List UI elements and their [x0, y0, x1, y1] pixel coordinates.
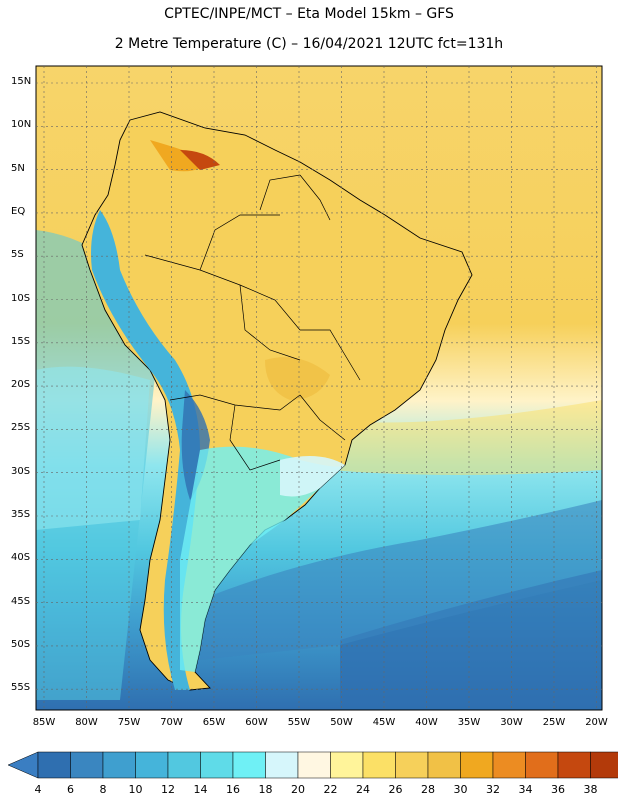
colorbar-swatch	[102, 751, 136, 779]
colorbar-swatch	[330, 751, 364, 779]
colorbar-tick-label: 8	[99, 783, 107, 796]
colorbar-tick-label: 16	[226, 783, 240, 796]
lat-label: 40S	[11, 552, 31, 564]
colorbar-swatch	[297, 751, 331, 779]
colorbar-swatch	[395, 751, 429, 779]
colorbar-tick-label: 18	[258, 783, 273, 796]
lat-label: 5N	[11, 162, 25, 174]
temperature-field	[36, 66, 602, 710]
colorbar-swatch	[167, 751, 201, 779]
lat-label: 10S	[11, 292, 31, 304]
graticule	[36, 66, 602, 710]
colorbar-swatch	[265, 751, 299, 779]
colorbar-swatch	[37, 751, 71, 779]
lon-label: 80W	[75, 717, 98, 728]
colorbar-tick-label: 30	[453, 783, 468, 796]
lat-label: 15S	[11, 335, 31, 347]
lon-label: 60W	[245, 717, 268, 728]
lat-label: 15N	[11, 76, 32, 87]
lat-label: 50S	[11, 638, 31, 650]
colorbar-swatch	[460, 751, 494, 779]
lon-label: 70W	[160, 717, 183, 728]
colorbar-swatch	[590, 751, 618, 779]
colorbar-swatch	[525, 751, 559, 779]
colorbar-swatch	[200, 751, 234, 779]
lat-label: 55S	[11, 682, 31, 694]
colorbar-swatch	[232, 751, 266, 779]
lon-label: 65W	[202, 717, 226, 728]
colorbar-low-arrow	[7, 751, 39, 779]
colorbar-tick-label: 32	[486, 783, 500, 796]
colorbar-swatch	[362, 751, 396, 779]
colorbar-tick-label: 24	[356, 783, 370, 796]
colorbar-swatch	[492, 751, 526, 779]
lat-label: 35S	[11, 509, 31, 520]
colorbar-swatch	[70, 751, 104, 779]
colorbar-tick-label: 6	[67, 783, 74, 796]
colorbar-tick-label: 22	[323, 783, 338, 796]
lon-label: 40W	[415, 717, 438, 728]
lat-label: 5S	[11, 249, 24, 261]
lon-label: 35W	[457, 717, 481, 728]
lon-label: 50W	[330, 717, 353, 728]
colorbar-tick-label: 12	[161, 783, 175, 796]
colorbar-swatch	[427, 751, 461, 779]
lon-label: 75W	[117, 717, 141, 728]
colorbar-swatch	[557, 751, 591, 779]
colorbar-tick-label: 14	[193, 783, 208, 796]
colorbar-tick-label: 26	[388, 783, 403, 796]
colorbar-tick-label: 38	[583, 783, 598, 796]
lon-label: 20W	[585, 717, 608, 728]
colorbar-tick-label: 20	[291, 783, 305, 796]
map-frame	[35, 65, 603, 711]
lat-label: 30S	[11, 465, 31, 477]
title-line-2: 2 Metre Temperature (C) – 16/04/2021 12U…	[114, 36, 504, 52]
lat-label: 10N	[11, 119, 32, 131]
lat-label: 45S	[11, 595, 31, 607]
colorbar	[7, 751, 618, 779]
lat-label: 25S	[11, 422, 31, 434]
lat-label: EQ	[11, 205, 26, 217]
lat-label: 20S	[11, 379, 31, 391]
colorbar-tick-label: 36	[551, 783, 565, 796]
lon-label: 55W	[287, 717, 311, 728]
lon-label: 85W	[32, 717, 56, 728]
colorbar-tick-label: 34	[518, 783, 533, 796]
colorbar-tick-label: 10	[128, 783, 143, 796]
colorbar-tick-label: 4	[34, 783, 42, 796]
lon-label: 45W	[372, 717, 396, 728]
lon-label: 30W	[500, 717, 523, 728]
colorbar-swatch	[135, 751, 169, 779]
lon-label: 25W	[542, 717, 566, 728]
colorbar-tick-label: 28	[421, 783, 435, 796]
title-line-1: CPTEC/INPE/MCT – Eta Model 15km – GFS	[164, 6, 454, 22]
